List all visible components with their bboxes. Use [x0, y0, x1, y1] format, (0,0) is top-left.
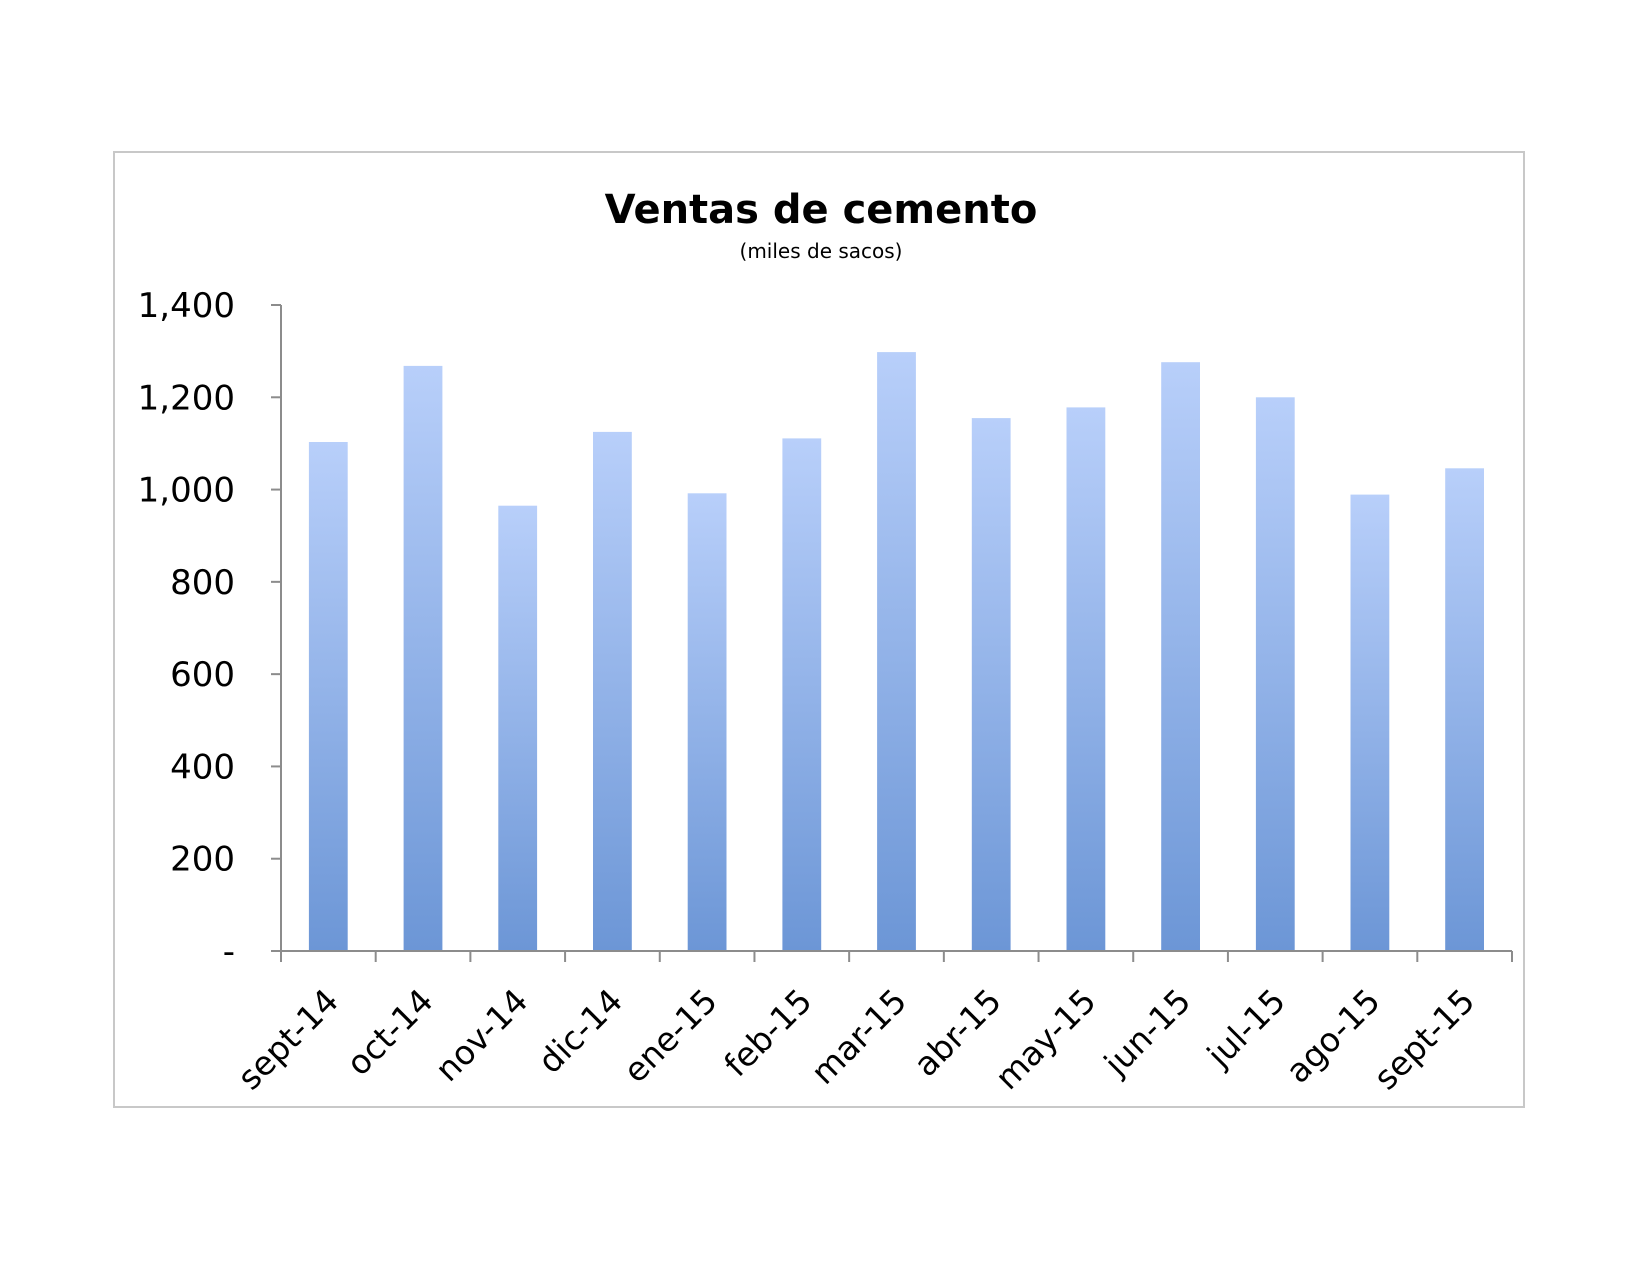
bar-chart: Ventas de cemento (miles de sacos) - 200 4…: [138, 187, 1513, 1097]
y-tick-label: 400: [170, 747, 235, 787]
bar-ago-15: [1350, 494, 1390, 951]
x-tick-label: may-15: [987, 981, 1103, 1097]
y-tick-label: 1,400: [138, 286, 235, 326]
bar-sept-15: [1445, 468, 1484, 951]
y-axis: - 200 400 600 800 1,000 1,200 1,400: [138, 286, 282, 972]
chart-frame: Ventas de cemento (miles de sacos) - 200 4…: [113, 151, 1525, 1108]
bar-mar-15: [877, 352, 916, 952]
x-tick-label: oct-14: [339, 981, 441, 1083]
y-tick-label: 800: [170, 563, 235, 603]
bar-ene-15: [687, 493, 727, 951]
bar-may-15: [1066, 407, 1106, 951]
x-axis: sept-14oct-14nov-14dic-14ene-15feb-15mar…: [230, 950, 1513, 1097]
x-tick-label: sept-15: [1366, 981, 1482, 1097]
x-tick-label: nov-14: [427, 981, 535, 1089]
chart-title: Ventas de cemento: [605, 187, 1038, 233]
bar-abr-15: [971, 418, 1011, 952]
x-tick-label: jun-15: [1096, 981, 1198, 1083]
y-tick-label: 200: [170, 840, 235, 880]
y-tick-label: 1,000: [138, 471, 235, 511]
bar-nov-14: [498, 505, 538, 951]
x-tick-label: sept-14: [230, 981, 346, 1097]
bar-feb-15: [782, 438, 822, 951]
bars-group: [308, 352, 1484, 952]
y-tick-label: -: [223, 932, 235, 972]
y-tick-label: 1,200: [138, 378, 235, 418]
x-tick-label: dic-14: [530, 981, 630, 1081]
bar-dic-14: [593, 431, 632, 951]
x-tick-label: ene-15: [616, 981, 725, 1090]
bar-jul-15: [1255, 397, 1295, 951]
x-tick-label: feb-15: [716, 981, 819, 1084]
x-tick-label: mar-15: [803, 981, 914, 1092]
y-tick-label: 600: [170, 655, 235, 695]
chart-subtitle: (miles de sacos): [740, 239, 903, 263]
bar-sept-14: [308, 442, 348, 951]
bar-oct-14: [403, 365, 443, 951]
bar-jun-15: [1161, 362, 1200, 951]
